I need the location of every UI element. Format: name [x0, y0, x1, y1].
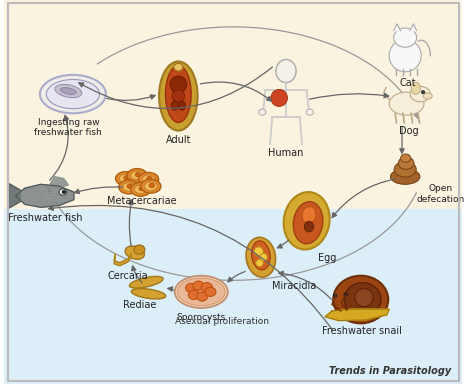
Ellipse shape — [174, 63, 183, 71]
Ellipse shape — [177, 278, 225, 306]
Ellipse shape — [260, 253, 267, 261]
Ellipse shape — [186, 283, 197, 293]
Text: Egg: Egg — [318, 253, 337, 263]
Ellipse shape — [421, 91, 425, 94]
Text: Open
defecation: Open defecation — [417, 184, 465, 204]
Ellipse shape — [138, 172, 159, 186]
Ellipse shape — [411, 82, 420, 94]
Ellipse shape — [302, 207, 316, 223]
Ellipse shape — [197, 292, 208, 301]
Ellipse shape — [129, 276, 163, 288]
Text: Miracidia: Miracidia — [272, 281, 317, 291]
Ellipse shape — [134, 185, 147, 194]
Text: Ingesting raw
freshwater fish: Ingesting raw freshwater fish — [35, 118, 102, 137]
Ellipse shape — [423, 93, 432, 99]
Ellipse shape — [124, 175, 129, 180]
Text: Metacercariae: Metacercariae — [107, 196, 176, 206]
Ellipse shape — [171, 101, 178, 110]
Ellipse shape — [131, 288, 166, 299]
Ellipse shape — [344, 283, 381, 316]
Ellipse shape — [389, 92, 424, 115]
Polygon shape — [410, 24, 417, 31]
Ellipse shape — [389, 40, 421, 72]
Text: Dog: Dog — [399, 126, 419, 136]
Ellipse shape — [134, 245, 145, 254]
Ellipse shape — [62, 190, 65, 194]
Ellipse shape — [141, 179, 161, 193]
Ellipse shape — [391, 169, 420, 184]
Ellipse shape — [59, 189, 66, 195]
Ellipse shape — [254, 247, 263, 256]
Ellipse shape — [116, 172, 136, 185]
Ellipse shape — [246, 237, 275, 277]
Ellipse shape — [256, 260, 263, 266]
Ellipse shape — [127, 169, 147, 182]
Ellipse shape — [125, 246, 145, 259]
Text: Adult: Adult — [165, 135, 191, 145]
Ellipse shape — [276, 60, 296, 83]
Text: Cercaria: Cercaria — [108, 271, 148, 281]
Ellipse shape — [333, 276, 388, 323]
Text: Rediae: Rediae — [123, 300, 156, 310]
Ellipse shape — [119, 180, 139, 194]
Text: Asexual proliferation: Asexual proliferation — [175, 317, 269, 326]
Ellipse shape — [60, 88, 76, 94]
Polygon shape — [394, 24, 401, 31]
Text: Human: Human — [268, 148, 304, 158]
Ellipse shape — [394, 28, 417, 47]
Ellipse shape — [175, 276, 228, 308]
Polygon shape — [9, 184, 20, 208]
Ellipse shape — [271, 89, 287, 106]
Ellipse shape — [178, 101, 186, 110]
Polygon shape — [114, 253, 132, 266]
Ellipse shape — [252, 241, 270, 270]
Ellipse shape — [306, 109, 313, 115]
Text: Freshwater fish: Freshwater fish — [8, 213, 82, 223]
Ellipse shape — [165, 66, 191, 122]
Text: Cat: Cat — [399, 78, 416, 88]
Ellipse shape — [159, 61, 198, 131]
Ellipse shape — [333, 294, 337, 297]
Ellipse shape — [139, 186, 145, 191]
Ellipse shape — [149, 183, 155, 188]
Ellipse shape — [189, 290, 200, 300]
Polygon shape — [50, 177, 68, 186]
Ellipse shape — [135, 172, 141, 177]
Ellipse shape — [170, 76, 187, 93]
Ellipse shape — [127, 184, 133, 189]
Text: Freshwater snail: Freshwater snail — [322, 326, 401, 336]
Bar — [4, 209, 463, 384]
Ellipse shape — [304, 221, 313, 232]
Ellipse shape — [205, 287, 216, 296]
Ellipse shape — [293, 202, 323, 244]
Ellipse shape — [401, 154, 410, 162]
Polygon shape — [325, 309, 389, 321]
Ellipse shape — [55, 84, 82, 98]
Ellipse shape — [131, 182, 151, 196]
Ellipse shape — [283, 192, 330, 250]
Ellipse shape — [145, 182, 157, 190]
Bar — [4, 0, 463, 209]
Text: Sporocysts: Sporocysts — [177, 313, 226, 322]
Ellipse shape — [147, 176, 152, 181]
Ellipse shape — [258, 109, 266, 115]
Ellipse shape — [122, 183, 135, 191]
Ellipse shape — [398, 157, 414, 169]
Ellipse shape — [142, 175, 155, 184]
Ellipse shape — [193, 281, 204, 290]
Ellipse shape — [46, 79, 100, 109]
Text: Trends in Parasitology: Trends in Parasitology — [329, 366, 451, 376]
Ellipse shape — [394, 162, 416, 177]
Ellipse shape — [201, 283, 212, 292]
Ellipse shape — [119, 174, 132, 183]
Ellipse shape — [355, 288, 373, 307]
Ellipse shape — [40, 75, 106, 113]
Polygon shape — [16, 184, 74, 207]
Ellipse shape — [131, 171, 144, 180]
Ellipse shape — [344, 293, 347, 296]
Ellipse shape — [172, 90, 185, 102]
Ellipse shape — [410, 86, 430, 102]
